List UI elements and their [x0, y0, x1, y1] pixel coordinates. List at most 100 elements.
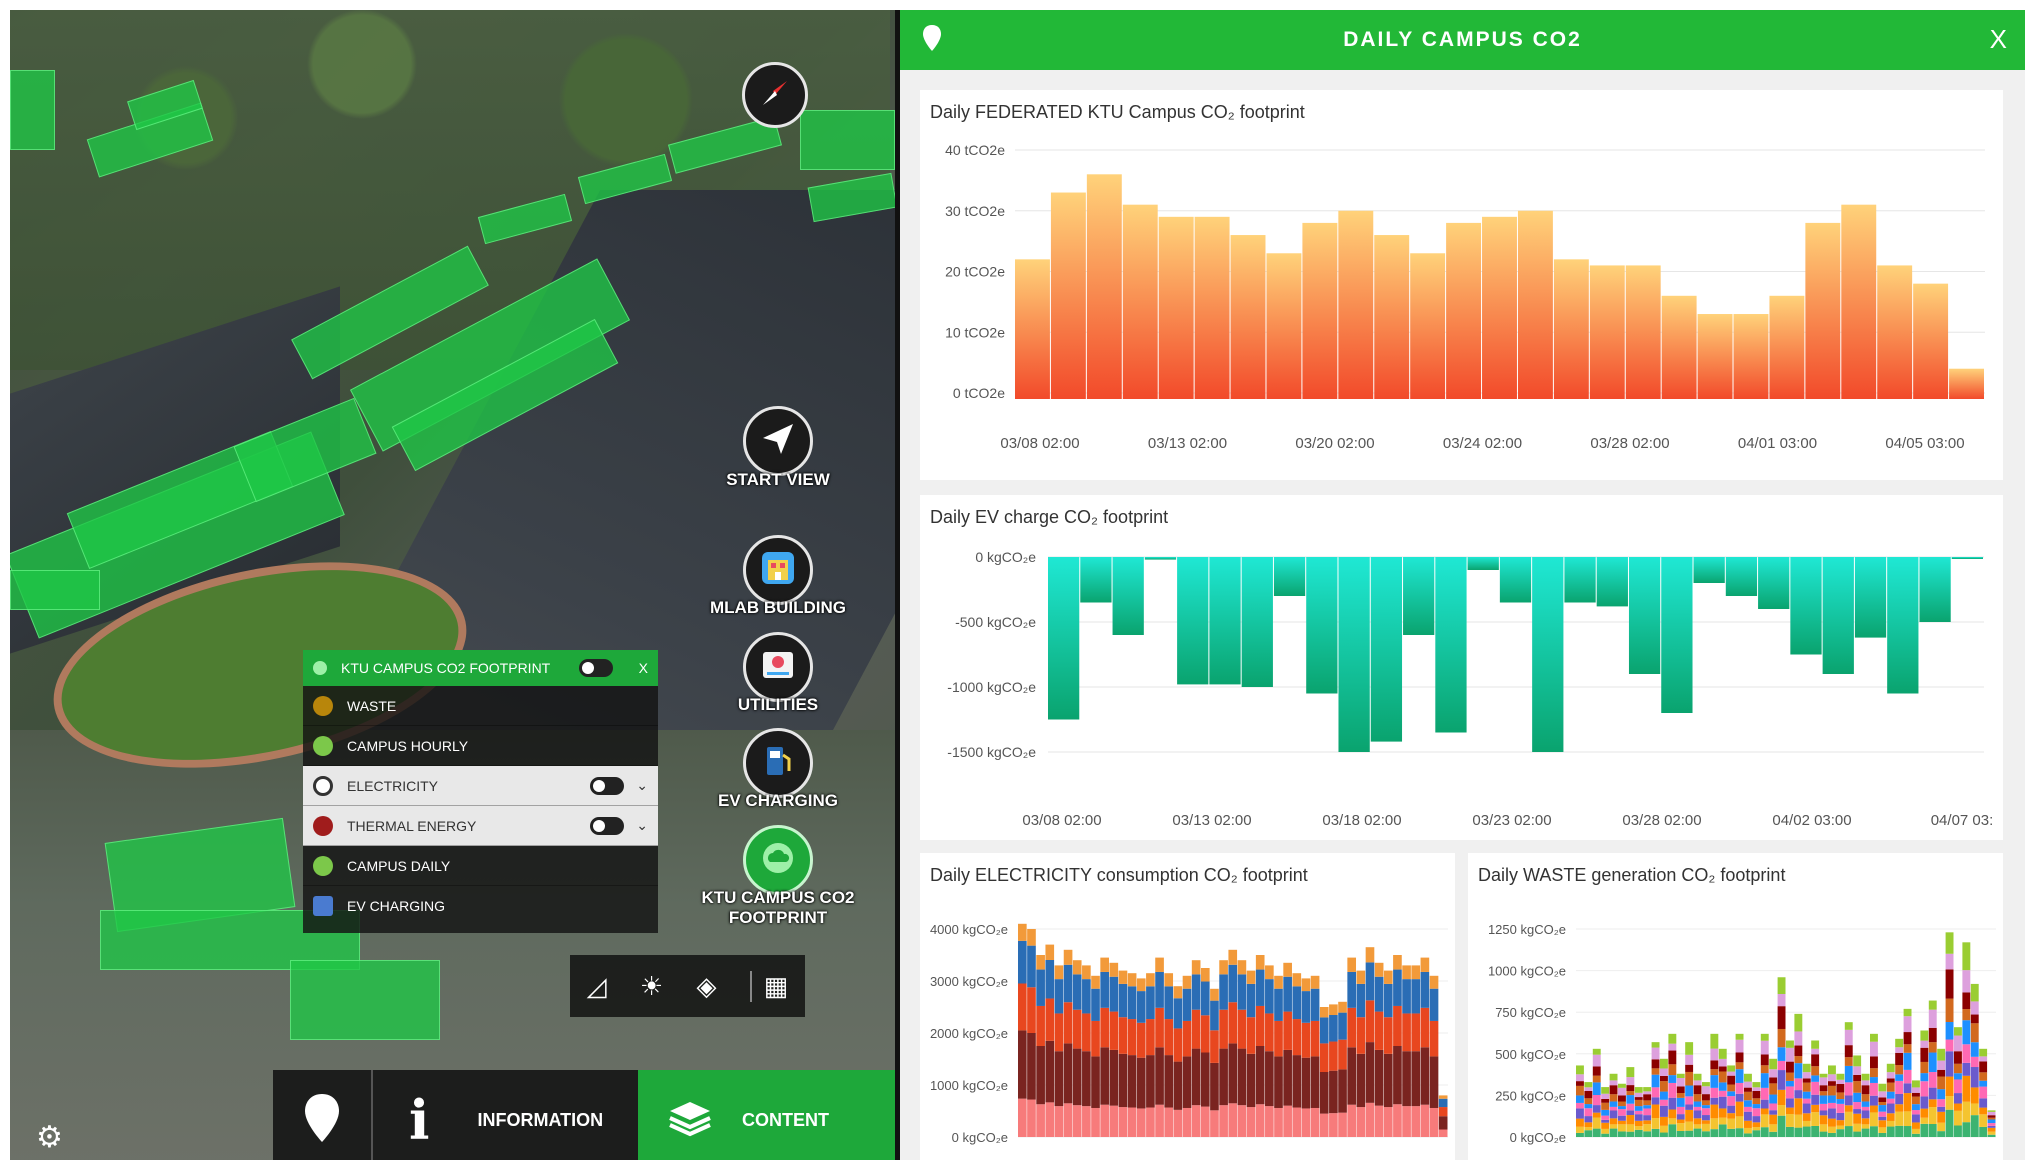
bar-segment	[1886, 1072, 1895, 1079]
bar-segment	[1954, 1125, 1962, 1137]
bar-segment	[1676, 1093, 1685, 1098]
bar-segment	[1411, 1106, 1421, 1137]
bar-segment	[1844, 1022, 1853, 1030]
grid-icon[interactable]: ▦	[749, 970, 788, 1002]
bar-segment	[1752, 1090, 1761, 1099]
bar-segment	[1082, 1013, 1091, 1052]
bar-segment	[1769, 1077, 1778, 1084]
location-tab[interactable]	[273, 1070, 373, 1160]
layers-icon	[668, 1098, 712, 1143]
bar-segment	[1660, 1099, 1668, 1106]
bar-segment	[1979, 1080, 1988, 1087]
layer-menu-close[interactable]: X	[638, 660, 648, 676]
ktu-footprint-button[interactable]	[743, 825, 813, 895]
bar-segment	[1338, 1012, 1347, 1040]
bar-segment	[1802, 1098, 1811, 1104]
bar-segment	[1718, 1066, 1727, 1072]
layer-menu-toggle[interactable]	[578, 659, 613, 677]
bar-segment	[1255, 969, 1265, 1006]
bar-segment	[1920, 1073, 1929, 1082]
bar-segment	[1928, 1042, 1937, 1053]
bar-segment	[1100, 1047, 1109, 1105]
bar	[1951, 557, 1983, 559]
layers-icon[interactable]: ◈	[696, 970, 717, 1001]
bar-segment	[1920, 1047, 1929, 1062]
bar-segment	[1828, 1118, 1836, 1127]
thermal-toggle[interactable]	[590, 816, 625, 835]
y-tick-label: 30 tCO2e	[945, 203, 1005, 219]
bar-segment	[1718, 1096, 1727, 1109]
layer-item-ev-charging[interactable]: EV CHARGING	[303, 886, 658, 926]
bar-segment	[1979, 1126, 1988, 1137]
bar-segment	[1283, 1049, 1292, 1106]
bar	[1805, 222, 1841, 399]
campus-building[interactable]	[10, 570, 100, 610]
electricity-toggle[interactable]	[590, 776, 625, 795]
map-3d-view[interactable]: START VIEW MLAB BUILDING UTILITIES EV CH…	[10, 10, 895, 1160]
y-tick-label: 0 kgCO₂e	[952, 1130, 1008, 1145]
bar-segment	[1878, 1116, 1887, 1121]
bar-segment	[1769, 1114, 1778, 1125]
chart-title: Daily FEDERATED KTU Campus CO₂ footprint	[930, 102, 1305, 122]
layer-item-waste[interactable]: WASTE	[303, 686, 658, 726]
measure-icon[interactable]: ◿	[586, 970, 607, 1001]
bar-segment	[1987, 1111, 1996, 1116]
campus-building[interactable]	[290, 960, 440, 1040]
layer-item-electricity[interactable]: ELECTRICITY ⌄	[303, 766, 658, 806]
layer-menu-header: KTU CAMPUS CO2 FOOTPRINT X	[303, 650, 658, 686]
bar	[1769, 295, 1805, 399]
chevron-down-icon[interactable]: ⌄	[636, 817, 648, 833]
bar-segment	[1420, 1047, 1430, 1105]
gear-icon[interactable]: ⚙	[36, 1121, 63, 1154]
y-tick-label: -1000 kgCO₂e	[947, 679, 1036, 695]
layer-item-thermal-energy[interactable]: THERMAL ENERGY ⌄	[303, 806, 658, 846]
bar-segment	[1853, 1092, 1862, 1103]
bar-segment	[1819, 1124, 1828, 1132]
bar-segment	[1878, 1120, 1887, 1128]
compass-button[interactable]	[742, 62, 808, 128]
information-tab[interactable]: i INFORMATION	[373, 1070, 638, 1160]
bar-segment	[1109, 1105, 1119, 1137]
sun-icon[interactable]: ☀	[639, 970, 664, 1001]
layer-item-campus-daily[interactable]: CAMPUS DAILY	[303, 846, 658, 886]
bar-segment	[1018, 983, 1027, 1031]
bar	[1733, 314, 1769, 399]
bar-segment	[1651, 1074, 1660, 1088]
campus-building[interactable]	[10, 70, 55, 150]
bar	[1877, 265, 1913, 399]
chevron-down-icon[interactable]: ⌄	[636, 777, 648, 793]
bar-segment	[1828, 1126, 1836, 1133]
layer-item-campus-hourly[interactable]: CAMPUS HOURLY	[303, 726, 658, 766]
campus-building[interactable]	[800, 110, 895, 170]
bar-segment	[1920, 1081, 1929, 1097]
bar-segment	[1819, 1103, 1828, 1111]
map-pin-icon[interactable]	[922, 24, 942, 58]
bar	[1467, 557, 1499, 570]
bar-segment	[1895, 1104, 1904, 1112]
bar-segment	[1962, 1075, 1971, 1102]
bar-segment	[1155, 957, 1164, 972]
bar-segment	[1668, 1050, 1677, 1065]
bar-segment	[1338, 1069, 1347, 1113]
bar-segment	[1027, 945, 1036, 988]
content-tab[interactable]: CONTENT	[638, 1070, 895, 1160]
bar-segment	[1702, 1094, 1710, 1101]
bar-segment	[1634, 1110, 1643, 1115]
bar-segment	[1886, 1126, 1895, 1137]
bar-segment	[1819, 1095, 1828, 1104]
bar-segment	[1777, 993, 1786, 1007]
ev-charging-button[interactable]	[743, 728, 813, 798]
bar-segment	[1979, 1098, 1988, 1108]
mlab-building-button[interactable]	[743, 535, 813, 605]
bar-segment	[1063, 1043, 1073, 1104]
close-button[interactable]: X	[1989, 24, 2007, 54]
bar-segment	[1802, 1126, 1811, 1137]
bar-segment	[1618, 1101, 1626, 1107]
utilities-button[interactable]	[743, 632, 813, 702]
bar-segment	[1878, 1127, 1887, 1133]
start-view-button[interactable]	[743, 406, 813, 476]
electricity-chart-panel: Daily ELECTRICITY consumption CO₂ footpr…	[920, 853, 1455, 1160]
bar-segment	[1329, 1113, 1338, 1137]
bar-segment	[1146, 986, 1155, 1020]
bar-segment	[1945, 969, 1954, 999]
